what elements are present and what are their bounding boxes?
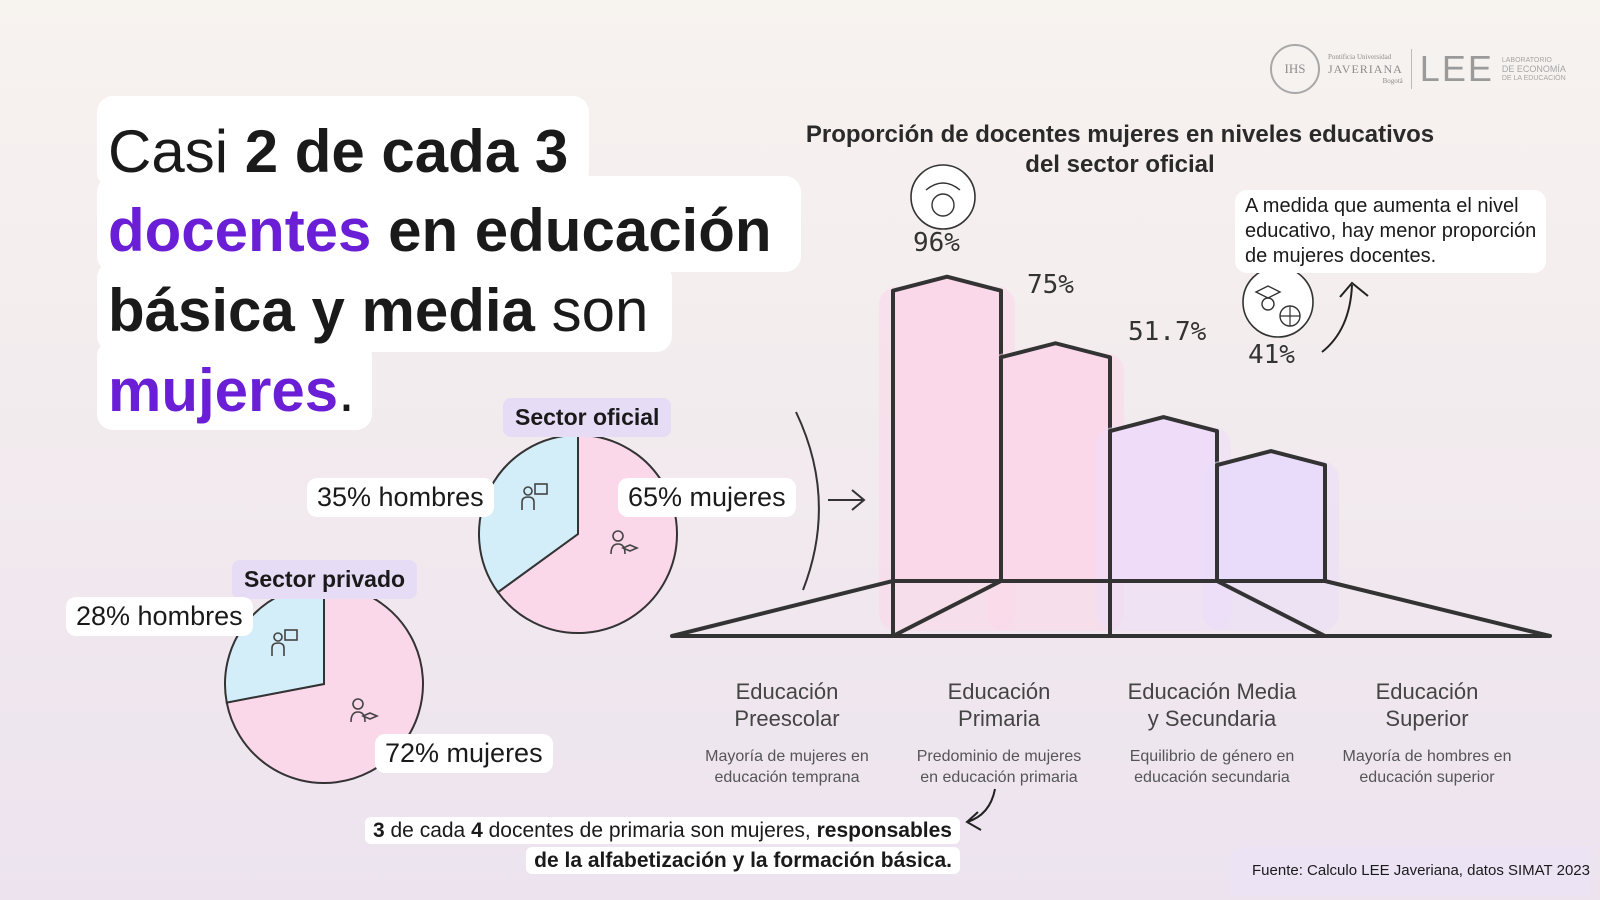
lab-line-1: LABORATORIO [1501,56,1552,64]
javeriana-lee-logo: IHS Pontificia Universidad JAVERIANA Bog… [1270,44,1566,94]
bar [999,341,1112,583]
headline-line-3: básica y media son [108,276,648,346]
bar [1215,449,1327,583]
description-line: en educación primaria [920,769,1078,786]
note-arrow-icon [965,788,996,831]
headline-line-2: docentes en educación [108,196,772,266]
note-number: 4 [471,819,483,842]
lee-wordmark: LEE [1419,48,1494,89]
headline-bg-3 [97,262,672,352]
arrow-right-icon [828,489,866,511]
female-graduate-icon [610,530,640,555]
annotation-line-1: A medida que aumenta el nivel [1245,195,1519,217]
bracket-line [795,411,820,591]
privado-hombres-label: 28% hombres [66,597,253,636]
description-line: Mayoría de hombres en [1342,748,1512,765]
headline-text: . [338,357,355,424]
chart-title: Proporción de docentes mujeres en nivele… [760,120,1480,180]
sector-oficial-label: Sector oficial [503,398,672,437]
category-line: Educación [1375,679,1479,704]
note-line-1: 3 de cada 4 docentes de primaria son muj… [364,817,960,844]
category-description: Equilibrio de género en educación secunda… [1102,746,1322,788]
description-line: educación secundaria [1134,769,1290,786]
note-text: docentes de primaria son mujeres, [482,819,817,842]
note-number: 3 [372,819,385,842]
university-small-text: Pontificia Universidad [1328,53,1392,61]
headline-text: Casi [108,118,245,185]
category-line: Superior [1385,706,1469,731]
oficial-hombres-label: 35% hombres [307,478,494,517]
description-line: educación superior [1359,769,1495,786]
university-seal-icon: IHS [1270,44,1320,94]
category-description: Mayoría de hombres en educación superior [1317,746,1537,788]
note-emphasis: responsables [816,819,952,842]
headline-bg-2 [97,176,801,272]
university-city-text: Bogotá [1382,77,1403,85]
male-teacher-icon [271,629,298,656]
category-line: Primaria [958,706,1040,731]
category-description: Predominio de mujeres en educación primar… [889,746,1109,788]
category-line: Educación [735,679,839,704]
annotation-arrow-icon [1321,281,1369,353]
description-line: educación temprana [714,769,860,786]
bar [1108,415,1219,583]
headline-emphasis: 2 de cada 3 [244,118,569,185]
logo-divider [1410,49,1412,89]
trend-annotation: A medida que aumenta el nivel educativo,… [1235,190,1547,273]
annotation-line-3: de mujeres docentes. [1245,245,1437,267]
category-label: Educación Media y Secundaria [1112,678,1312,732]
headline-bg-4 [97,340,372,430]
chart-title-line-2: del sector oficial [1025,151,1215,178]
seal-text: IHS [1284,61,1306,76]
privado-mujeres-label: 72% mujeres [375,734,553,773]
university-name: Pontificia Universidad JAVERIANA Bogotá [1328,51,1403,87]
headline-line-4: mujeres. [108,356,355,426]
sector-privado-label: Sector privado [232,560,418,599]
child-care-icon [910,164,976,230]
category-line: Preescolar [734,706,840,731]
lab-name: LABORATORIO DE ECONOMÍA DE LA EDUCACIÓN [1502,56,1566,83]
category-label: Educación Primaria [899,678,1099,732]
male-teacher-icon [521,483,548,510]
note-emphasis: de la alfabetización y la formación bási… [534,849,952,872]
headline-emphasis: básica y media [108,277,535,344]
annotation-line-2: educativo, hay menor proporción [1245,220,1537,242]
bar-value-label: 41% [1248,340,1295,370]
headline-line-1: Casi 2 de cada 3 [108,117,568,187]
bar-value-label: 75% [1027,270,1074,300]
bar-value-label: 96% [913,228,960,258]
source-note: Fuente: Calculo LEE Javeriana, datos SIM… [1230,846,1590,896]
university-name-text: JAVERIANA [1328,62,1403,76]
chart-platform [670,579,1552,638]
headline-highlight: mujeres [108,357,339,424]
category-line: y Secundaria [1147,706,1277,731]
category-line: Educación [947,679,1051,704]
note-text: de cada [384,819,472,842]
headline-bg-1 [97,96,589,188]
category-description: Mayoría de mujeres en educación temprana [677,746,897,788]
category-line: Educación Media [1127,679,1297,704]
headline-text: son [534,277,649,344]
note-line-2: de la alfabetización y la formación bási… [526,847,960,874]
lab-line-2: DE ECONOMÍA [1501,63,1566,74]
headline-highlight: docentes [108,197,372,264]
category-label: Educación Superior [1327,678,1527,732]
bar-value-label: 51.7% [1128,317,1207,347]
graduate-globe-icon [1242,266,1314,338]
lab-line-3: DE LA EDUCACIÓN [1501,74,1566,82]
category-label: Educación Preescolar [687,678,887,732]
description-line: Equilibrio de género en [1129,748,1295,765]
primary-teachers-note: 3 de cada 4 docentes de primaria son muj… [330,816,960,876]
oficial-mujeres-label: 65% mujeres [618,478,796,517]
description-line: Mayoría de mujeres en [705,748,869,765]
female-graduate-icon [350,698,380,723]
bar [891,274,1003,583]
headline-emphasis: en educación [371,197,772,264]
chart-title-line-1: Proporción de docentes mujeres en nivele… [805,121,1435,148]
description-line: Predominio de mujeres [916,748,1082,765]
